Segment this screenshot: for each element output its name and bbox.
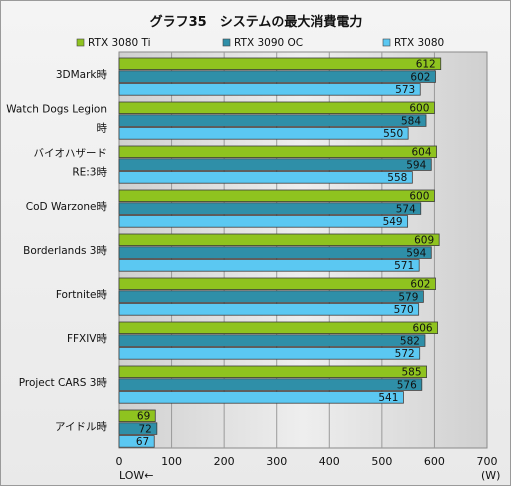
x-axis-low-note: LOW← (119, 469, 154, 482)
bar (118, 101, 435, 115)
value-labels: 6126025736005845506045945586005745496095… (136, 59, 436, 449)
bar (118, 277, 436, 291)
bar (118, 189, 435, 203)
bar (118, 171, 413, 184)
bar (118, 83, 421, 96)
bar (118, 57, 442, 71)
bar (118, 290, 424, 303)
bar (118, 70, 436, 83)
bar (118, 246, 432, 259)
bar (118, 303, 420, 316)
bar (118, 409, 156, 423)
category-label: Borderlands 3時 (23, 245, 107, 257)
legend-item: RTX 3080 Ti (76, 37, 151, 49)
x-tick-label: 200 (214, 455, 235, 468)
bar (118, 391, 404, 404)
category-label: アイドル時 (55, 421, 107, 433)
legend-label: RTX 3080 Ti (88, 37, 151, 49)
data-label: 600 (409, 191, 429, 203)
legend: RTX 3080 Ti RTX 3090 OC RTX 3080 (76, 37, 444, 49)
category-label: Fortnite時 (56, 289, 108, 301)
x-axis-unit: (W) (481, 469, 500, 482)
x-tick-label: 300 (266, 455, 287, 468)
bar (118, 259, 420, 272)
data-label: 584 (401, 115, 421, 127)
data-label: 572 (395, 348, 415, 360)
data-label: 573 (395, 84, 415, 96)
legend-label: RTX 3090 OC (234, 37, 303, 49)
x-tick-label: 500 (371, 455, 392, 468)
bar (118, 321, 438, 335)
bar (118, 127, 409, 140)
legend-label: RTX 3080 (394, 37, 444, 49)
data-label: 594 (406, 247, 426, 259)
category-label: バイオハザード (34, 148, 108, 160)
x-tick-label: 600 (424, 455, 445, 468)
bar (118, 202, 422, 215)
category-label: RE:3時 (72, 167, 107, 179)
legend-swatch (76, 38, 85, 47)
x-tick-label: 100 (161, 455, 182, 468)
data-label: 606 (413, 323, 433, 335)
data-label: 69 (137, 411, 150, 423)
data-label: 558 (387, 172, 407, 184)
category-label: Watch Dogs Legion (6, 104, 107, 116)
x-tick-label: 0 (116, 455, 123, 468)
data-label: 541 (378, 392, 398, 404)
legend-item: RTX 3080 (382, 37, 444, 49)
bar (118, 422, 158, 435)
bar (118, 158, 432, 171)
bar (118, 365, 427, 379)
data-label: 600 (409, 103, 429, 115)
data-label: 550 (383, 128, 403, 140)
bar (118, 145, 437, 159)
bar (118, 114, 427, 127)
data-label: 602 (410, 71, 430, 83)
category-label: Project CARS 3時 (19, 377, 108, 389)
bar (118, 435, 155, 448)
x-tick-label: 400 (319, 455, 340, 468)
bar (118, 347, 421, 360)
data-label: 549 (383, 216, 403, 228)
bar (118, 334, 426, 347)
category-label: 時 (97, 123, 108, 135)
data-label: 571 (394, 260, 414, 272)
legend-swatch (382, 38, 391, 47)
data-label: 570 (394, 304, 414, 316)
bar (118, 233, 440, 247)
data-label: 574 (396, 203, 416, 215)
x-tick-label: 700 (477, 455, 498, 468)
legend-swatch (222, 38, 231, 47)
x-tick-labels: 0 100 200 300 400 500 600 700 (116, 455, 498, 468)
category-label: CoD Warzone時 (26, 201, 108, 213)
data-label: 612 (416, 59, 436, 71)
data-label: 594 (406, 159, 426, 171)
data-label: 602 (410, 279, 430, 291)
category-label: FFXIV時 (67, 333, 108, 345)
data-label: 609 (414, 235, 434, 247)
data-label: 579 (398, 291, 418, 303)
data-label: 576 (397, 379, 417, 391)
category-label: 3DMark時 (56, 69, 108, 81)
data-label: 67 (136, 436, 149, 448)
data-label: 604 (411, 147, 431, 159)
data-label: 582 (400, 335, 420, 347)
data-label: 72 (138, 423, 151, 435)
bar (118, 378, 423, 391)
bars (118, 57, 442, 448)
chart-title: グラフ35 システムの最大消費電力 (150, 14, 363, 30)
legend-item: RTX 3090 OC (222, 37, 303, 49)
bar (118, 215, 409, 228)
data-label: 585 (401, 367, 421, 379)
